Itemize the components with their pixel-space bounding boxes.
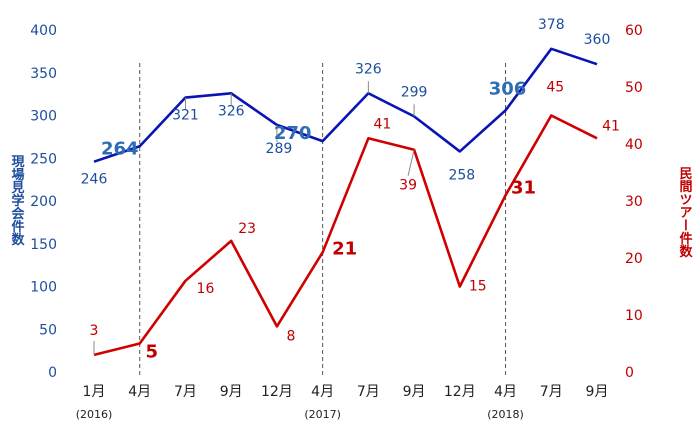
data-label-left: 299 — [401, 84, 428, 100]
left-axis-title: 現場見学会件数 — [9, 155, 26, 247]
year-label: (2016) — [76, 408, 113, 421]
x-tick-label: 9月 — [220, 384, 243, 400]
data-label-left: 258 — [448, 167, 475, 183]
x-tick-label: 1月 — [83, 384, 106, 400]
x-tick-label: 9月 — [586, 384, 609, 400]
left-tick-label: 200 — [30, 194, 57, 210]
left-tick-label: 300 — [30, 109, 57, 125]
left-tick-label: 150 — [30, 237, 57, 253]
right-tick-label: 40 — [625, 137, 643, 153]
data-label-right: 23 — [238, 221, 256, 237]
right-tick-label: 50 — [625, 80, 643, 96]
right-tick-label: 30 — [625, 194, 643, 210]
x-tick-label: 4月 — [311, 384, 334, 400]
data-label-left: 326 — [218, 103, 245, 119]
data-label-left: 270 — [274, 123, 312, 144]
left-tick-label: 350 — [30, 66, 57, 82]
data-label-leader — [407, 149, 415, 176]
data-label-right: 15 — [469, 279, 487, 295]
data-label-right: 5 — [145, 342, 158, 363]
x-tick-label: 12月 — [261, 384, 293, 400]
right-tick-label: 60 — [625, 23, 643, 39]
x-tick-label: 7月 — [357, 384, 380, 400]
data-label-left: 264 — [101, 138, 139, 159]
right-tick-label: 20 — [625, 251, 643, 267]
data-label-right: 16 — [197, 281, 215, 297]
year-label: (2018) — [487, 408, 524, 421]
x-tick-label: 7月 — [174, 384, 197, 400]
x-tick-label: 9月 — [403, 384, 426, 400]
data-label-left: 326 — [355, 61, 382, 77]
data-label-right: 31 — [511, 177, 536, 198]
left-tick-label: 250 — [30, 151, 57, 167]
year-label: (2017) — [304, 408, 341, 421]
x-tick-label: 4月 — [128, 384, 151, 400]
left-tick-label: 100 — [30, 280, 57, 296]
data-label-right: 41 — [602, 118, 620, 134]
data-label-right: 21 — [332, 238, 357, 259]
data-label-left: 289 — [266, 141, 293, 157]
series-line-left — [93, 47, 598, 163]
x-tick-label: 7月 — [540, 384, 563, 400]
right-axis-title: 民間ツアー件数 — [677, 167, 693, 259]
data-label-right: 45 — [546, 80, 564, 96]
right-tick-label: 0 — [625, 365, 634, 381]
data-label-right: 8 — [286, 328, 295, 344]
series-line-right — [93, 114, 598, 357]
data-label-left: 306 — [489, 78, 527, 99]
data-label-right: 3 — [90, 323, 99, 339]
x-tick-label: 12月 — [444, 384, 476, 400]
right-tick-label: 10 — [625, 308, 643, 324]
data-label-left: 321 — [172, 108, 199, 124]
data-label-left: 360 — [584, 32, 611, 48]
left-tick-label: 50 — [39, 322, 57, 338]
x-tick-label: 4月 — [494, 384, 517, 400]
data-label-left: 246 — [81, 172, 108, 188]
data-label-left: 378 — [538, 17, 565, 33]
data-label-right: 39 — [399, 178, 417, 194]
left-tick-label: 400 — [30, 23, 57, 39]
left-tick-label: 0 — [48, 365, 57, 381]
data-label-right: 41 — [373, 116, 391, 132]
